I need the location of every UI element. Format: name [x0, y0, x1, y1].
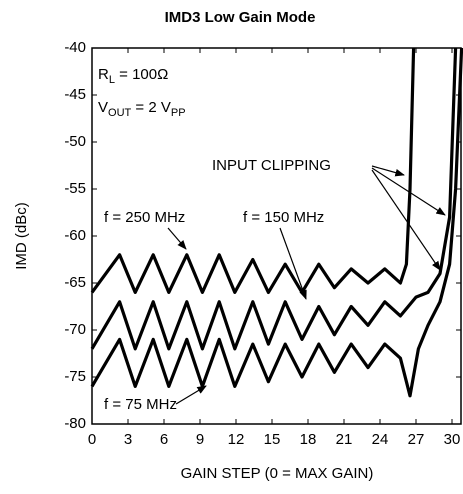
clip-label: INPUT CLIPPING	[212, 157, 331, 174]
x-tick-label: 9	[196, 431, 204, 448]
series-line	[90, 47, 458, 351]
y-axis-label: IMD (dBc)	[13, 202, 30, 270]
x-tick-label: 0	[88, 431, 96, 448]
x-axis-label: GAIN STEP (0 = MAX GAIN)	[181, 465, 374, 482]
y-tick-label: -65	[64, 274, 86, 291]
x-tick-label: 18	[300, 431, 317, 448]
y-tick-label: -60	[64, 227, 86, 244]
y-tick-label: -45	[64, 86, 86, 103]
y-tick-label: -40	[64, 39, 86, 56]
chart-title: IMD3 Low Gain Mode	[165, 9, 316, 26]
series-label: f = 75 MHz	[104, 396, 177, 413]
x-tick-label: 24	[372, 431, 389, 448]
y-tick-label: -75	[64, 368, 86, 385]
series-line	[90, 47, 416, 294]
series-label: f = 150 MHz	[243, 209, 324, 226]
series-line	[90, 47, 463, 398]
y-tick-label: -80	[64, 415, 86, 432]
series-label: f = 250 MHz	[104, 209, 185, 226]
x-tick-label: 6	[160, 431, 168, 448]
x-tick-label: 15	[264, 431, 281, 448]
annotation-arrows	[167, 165, 446, 405]
y-tick-label: -70	[64, 321, 86, 338]
y-tick-label: -55	[64, 180, 86, 197]
x-tick-label: 3	[124, 431, 132, 448]
x-tick-label: 30	[444, 431, 461, 448]
x-tick-label: 27	[408, 431, 425, 448]
x-tick-label: 21	[336, 431, 353, 448]
rl-label: RL = 100Ω	[98, 66, 168, 86]
y-tick-label: -50	[64, 133, 86, 150]
x-tick-label: 12	[228, 431, 245, 448]
vout-label: VOUT = 2 VPP	[98, 99, 186, 119]
